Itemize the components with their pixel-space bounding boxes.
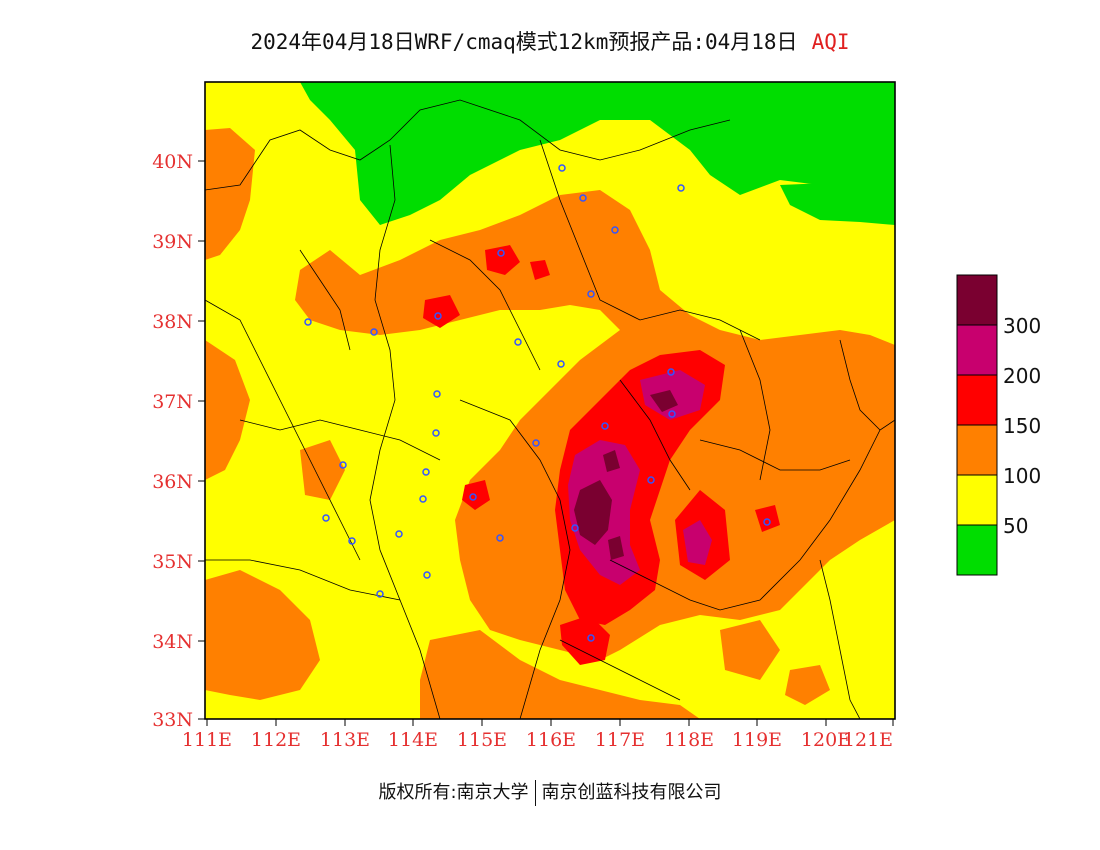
station-marker[interactable] (667, 368, 675, 376)
region-orange-sw (205, 570, 320, 700)
region-orange-west (205, 340, 250, 480)
lon-label: 114E (388, 729, 438, 751)
station-marker[interactable] (395, 530, 403, 538)
station-marker[interactable] (304, 318, 312, 326)
lat-label: 35N (152, 551, 193, 573)
station-marker[interactable] (339, 461, 347, 469)
lat-label: 40N (152, 151, 193, 173)
region-orange-small-3 (785, 665, 830, 705)
legend-swatch (956, 374, 998, 426)
legend-swatch (956, 524, 998, 576)
station-marker[interactable] (587, 634, 595, 642)
station-marker[interactable] (601, 422, 609, 430)
station-marker[interactable] (422, 468, 430, 476)
region-hazardous-2 (650, 390, 678, 412)
lat-label: 33N (152, 709, 193, 731)
legend-label: 150 (1003, 414, 1042, 438)
station-marker[interactable] (677, 184, 685, 192)
legend-swatch (956, 424, 998, 476)
legend-swatch (956, 324, 998, 376)
station-marker[interactable] (668, 410, 676, 418)
station-marker[interactable] (434, 312, 442, 320)
station-marker[interactable] (532, 439, 540, 447)
legend-label: 100 (1003, 464, 1042, 488)
region-orange-south (420, 630, 700, 719)
aqi-field (205, 82, 895, 719)
footer-right: 南京创蓝科技有限公司 (541, 782, 722, 803)
region-red-south (560, 615, 610, 665)
lon-label: 119E (732, 729, 782, 751)
lon-label: 115E (457, 729, 507, 751)
title-main: 2024年04月18日WRF/cmaq模式12km预报产品:04月18日 (250, 30, 798, 54)
lon-label: 113E (320, 729, 370, 751)
region-hazardous-1 (574, 480, 612, 545)
station-marker[interactable] (496, 534, 504, 542)
legend-label: 50 (1003, 514, 1029, 538)
station-marker[interactable] (370, 328, 378, 336)
footer-left: 版权所有:南京大学 (378, 782, 529, 803)
lat-label: 34N (152, 631, 193, 653)
lon-label: 117E (595, 729, 645, 751)
legend-swatch (956, 274, 998, 326)
region-orange-small-1 (300, 440, 345, 500)
lat-label: 38N (152, 311, 193, 333)
station-marker[interactable] (557, 360, 565, 368)
region-orange-nw (205, 128, 255, 260)
lat-axis: 40N 39N 38N 37N 36N 35N 34N 33N (152, 151, 205, 731)
lat-label: 39N (152, 231, 193, 253)
region-good-north (300, 82, 895, 225)
legend-label: 200 (1003, 364, 1042, 388)
region-red-north-3 (530, 260, 550, 280)
lon-label: 116E (526, 729, 576, 751)
station-markers (304, 164, 771, 642)
region-red-north-1 (485, 245, 520, 275)
region-hazardous-3 (603, 450, 620, 472)
station-marker[interactable] (376, 590, 384, 598)
station-marker[interactable] (432, 429, 440, 437)
station-marker[interactable] (348, 537, 356, 545)
legend-colorbar (956, 274, 998, 576)
region-magenta-3 (683, 520, 712, 565)
lon-label: 120E (801, 729, 851, 751)
station-marker[interactable] (611, 226, 619, 234)
copyright-footer: 版权所有:南京大学 南京创蓝科技有限公司 (0, 778, 1100, 806)
station-marker[interactable] (419, 495, 427, 503)
lon-label: 121E (843, 729, 893, 751)
lon-label: 111E (182, 729, 232, 751)
station-marker[interactable] (497, 249, 505, 257)
station-marker[interactable] (647, 476, 655, 484)
station-marker[interactable] (763, 518, 771, 526)
region-orange-small-2 (720, 620, 780, 680)
station-marker[interactable] (433, 390, 441, 398)
legend-swatch (956, 474, 998, 526)
region-hazardous-4 (608, 536, 624, 560)
legend-label: 300 (1003, 314, 1042, 338)
lon-label: 118E (664, 729, 714, 751)
station-marker[interactable] (322, 514, 330, 522)
admin-boundaries (205, 99, 895, 719)
station-marker[interactable] (558, 164, 566, 172)
station-marker[interactable] (571, 524, 579, 532)
lat-label: 37N (152, 391, 193, 413)
footer-separator (534, 780, 536, 806)
station-marker[interactable] (587, 290, 595, 298)
title-variable: AQI (811, 30, 850, 54)
station-marker[interactable] (514, 338, 522, 346)
station-marker[interactable] (579, 194, 587, 202)
lat-label: 36N (152, 471, 193, 493)
station-marker[interactable] (423, 571, 431, 579)
lon-label: 112E (251, 729, 301, 751)
region-red-north-2 (423, 295, 460, 328)
map-title: 2024年04月18日WRF/cmaq模式12km预报产品:04月18日 AQI (0, 26, 1100, 58)
station-marker[interactable] (469, 493, 477, 501)
region-good-east (780, 180, 895, 225)
lon-axis: 111E 112E 113E 114E 115E 116E 117E 118E … (182, 719, 894, 751)
